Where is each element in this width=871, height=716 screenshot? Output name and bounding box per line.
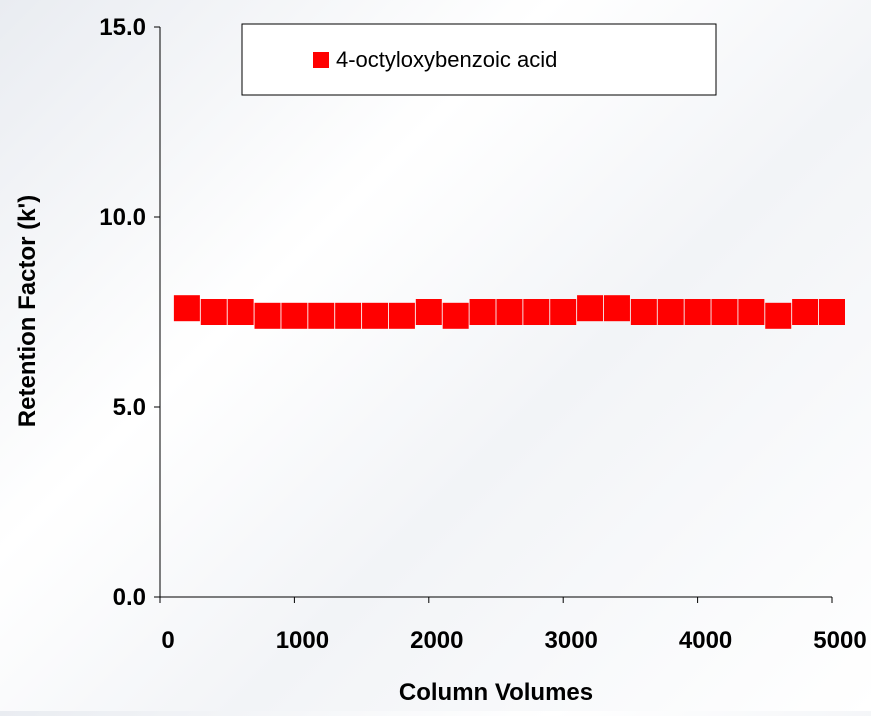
x-tick-label: 5000	[813, 627, 866, 654]
data-point	[496, 299, 523, 325]
data-points	[173, 295, 845, 329]
data-point	[415, 299, 442, 325]
data-point	[227, 299, 254, 325]
data-point	[388, 302, 415, 329]
data-point	[362, 302, 389, 329]
x-tick-label: 3000	[545, 627, 598, 654]
x-ticks: 0 1000 2000 3000 4000 5000	[159, 597, 867, 654]
data-point	[173, 295, 200, 322]
legend-label: 4-octyloxybenzoic acid	[336, 47, 557, 72]
data-point	[603, 295, 630, 322]
data-point	[281, 302, 308, 329]
x-axis-label: Column Volumes	[399, 679, 593, 706]
y-tick-label: 10.0	[99, 204, 146, 231]
data-point	[469, 299, 496, 325]
data-point	[765, 302, 792, 329]
legend-marker-icon	[313, 52, 329, 68]
data-point	[630, 299, 657, 325]
data-point	[792, 299, 819, 325]
data-point	[254, 302, 281, 329]
y-tick-label: 5.0	[113, 394, 146, 421]
data-point	[308, 302, 335, 329]
y-tick-label: 15.0	[99, 14, 146, 41]
x-tick-label: 0	[161, 627, 174, 654]
y-axis-label: Retention Factor (k')	[14, 195, 41, 427]
x-tick-label: 4000	[679, 627, 732, 654]
data-point	[684, 299, 711, 325]
data-point	[442, 302, 469, 329]
data-point	[200, 299, 227, 325]
axes	[159, 27, 832, 598]
data-point	[711, 299, 738, 325]
legend: 4-octyloxybenzoic acid	[241, 23, 717, 96]
x-tick-label: 1000	[276, 627, 329, 654]
data-point	[550, 299, 577, 325]
data-point	[738, 299, 765, 325]
data-point	[657, 299, 684, 325]
data-point	[523, 299, 550, 325]
data-point	[819, 299, 845, 325]
y-ticks: 0.0 5.0 10.0 15.0	[99, 14, 160, 611]
y-tick-label: 0.0	[113, 584, 146, 611]
x-tick-label: 2000	[410, 627, 463, 654]
data-point	[577, 295, 604, 322]
data-point	[335, 302, 362, 329]
